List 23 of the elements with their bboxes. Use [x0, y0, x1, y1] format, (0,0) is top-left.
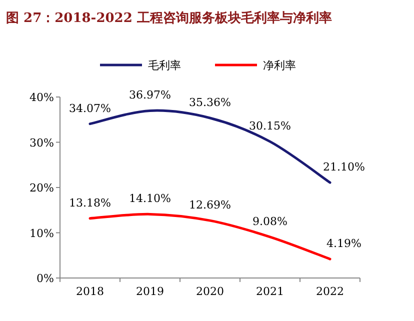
data-label: 13.18% — [69, 196, 111, 210]
data-label: 30.15% — [249, 120, 291, 133]
x-tick-label: 2020 — [196, 285, 224, 298]
x-tick-label: 2018 — [76, 285, 104, 298]
y-tick-label: 30% — [30, 136, 54, 150]
x-tick-label: 2022 — [316, 285, 344, 298]
data-label: 35.36% — [189, 96, 231, 109]
data-label: 4.19% — [326, 237, 362, 250]
data-label: 14.10% — [129, 192, 171, 206]
data-label: 9.08% — [252, 214, 288, 228]
y-tick-label: 20% — [30, 182, 54, 194]
y-tick-label: 40% — [30, 91, 54, 104]
chart-title: 图 27：2018-2022 工程咨询服务板块毛利率与净利率 — [6, 10, 332, 26]
legend-label: 净利率 — [263, 59, 296, 72]
y-tick-label: 0% — [36, 272, 54, 285]
x-tick-label: 2019 — [136, 285, 164, 298]
data-label: 21.10% — [323, 160, 365, 174]
data-label: 12.69% — [189, 198, 231, 212]
y-tick-label: 10% — [30, 226, 54, 240]
x-tick-label: 2021 — [256, 285, 284, 298]
data-label: 34.07% — [69, 102, 111, 115]
legend-label: 毛利率 — [148, 59, 181, 72]
data-label: 36.97% — [129, 88, 171, 102]
